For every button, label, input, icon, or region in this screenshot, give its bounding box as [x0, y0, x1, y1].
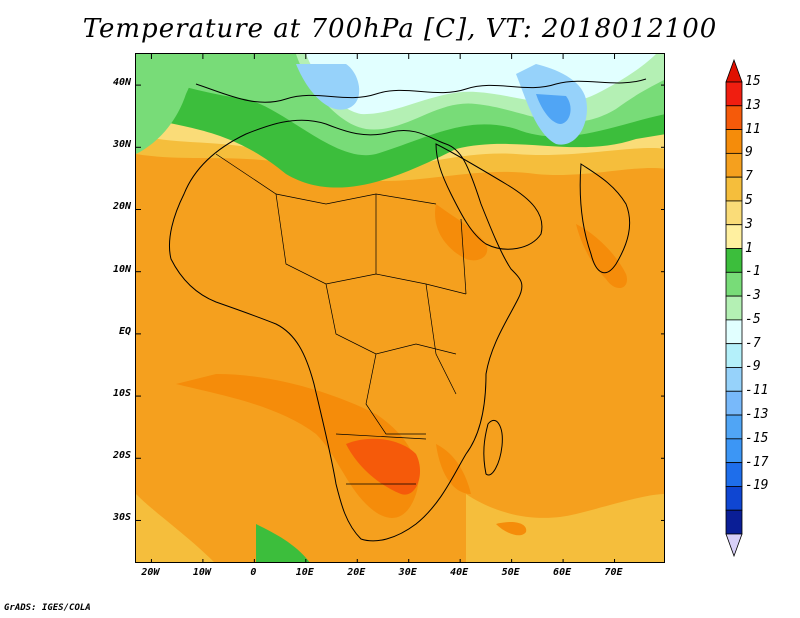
- lat-tick-label: EQ: [118, 325, 131, 337]
- field-warm-madagascar-channel: [436, 444, 471, 494]
- colorbar-swatch: [725, 152, 743, 178]
- border-central-b: [365, 353, 426, 435]
- colorbar-swatch: [725, 343, 743, 368]
- colorbar-top-arrow: [725, 58, 743, 83]
- field-warm-eddy: [496, 521, 527, 536]
- field-warm-southern-atlantic: [176, 374, 419, 518]
- colorbar-label: 7: [745, 169, 753, 185]
- map-panel: [135, 53, 665, 563]
- colorbar-label: -19: [745, 478, 769, 494]
- lat-tick-label: 40N: [112, 77, 131, 89]
- lon-tick-label: 40E: [450, 567, 469, 578]
- colorbar-label: 3: [745, 216, 753, 232]
- border-east: [425, 283, 457, 395]
- colorbar-swatch: [725, 129, 743, 154]
- colorbar-swatch: [725, 81, 743, 107]
- lat-tick-label: 30S: [112, 512, 131, 524]
- country-borders: [215, 153, 467, 485]
- colorbar-swatch: [725, 390, 743, 416]
- lat-tick-label: 30N: [112, 139, 131, 151]
- colorbar-swatch: [725, 295, 743, 321]
- colorbar-swatch: [725, 319, 743, 345]
- lat-tick-label: 10S: [112, 388, 131, 400]
- colorbar-swatch: [725, 248, 743, 273]
- colorbar-swatch: [725, 414, 743, 440]
- field-south-indian-7c: [466, 494, 664, 562]
- lon-tick-label: 60E: [553, 567, 572, 578]
- colorbar-swatch: [725, 200, 743, 226]
- arabia-coastline: [435, 143, 543, 250]
- colorbar-label: -11: [745, 383, 769, 399]
- colorbar-label: -7: [745, 335, 761, 351]
- colorbar: [725, 58, 743, 558]
- lat-tick-label: 10N: [112, 263, 131, 275]
- colorbar-swatch: [725, 271, 743, 297]
- colorbar-label: 11: [745, 121, 761, 137]
- field-cold-patch-iberia: [296, 64, 360, 110]
- india-coastline: [579, 163, 631, 274]
- madagascar-coastline: [483, 419, 503, 476]
- lon-tick-label: 50E: [501, 567, 520, 578]
- colorbar-swatch: [725, 105, 743, 130]
- lat-tick-label: 20S: [112, 450, 131, 462]
- colorbar-label: 13: [745, 97, 761, 113]
- colorbar-swatch: [725, 462, 743, 487]
- border-angola-zambia: [335, 433, 427, 440]
- colorbar-label: 9: [745, 145, 753, 161]
- border-sahara-a: [215, 153, 437, 205]
- colorbar-bottom-arrow: [725, 533, 743, 558]
- lon-tick-label: 20W: [141, 567, 160, 578]
- lat-tick-label: 20N: [112, 201, 131, 213]
- temperature-field: [136, 54, 664, 562]
- colorbar-label: -15: [745, 430, 769, 446]
- colorbar-label: -13: [745, 407, 769, 423]
- lon-tick-label: 20E: [347, 567, 366, 578]
- field-atlantic-green: [136, 54, 196, 154]
- lon-tick-label: 30E: [398, 567, 417, 578]
- colorbar-label: -17: [745, 454, 769, 470]
- colorbar-swatch: [725, 438, 743, 464]
- colorbar-swatch: [725, 224, 743, 249]
- colorbar-label: -1: [745, 264, 761, 280]
- colorbar-swatch: [725, 486, 743, 511]
- colorbar-swatch: [725, 176, 743, 202]
- colorbar-swatch: [725, 509, 743, 535]
- colorbar-label: 15: [745, 74, 761, 89]
- colorbar-label: 5: [745, 192, 753, 208]
- field-hot-kalahari: [346, 438, 421, 495]
- europe-coastline: [195, 78, 647, 103]
- colorbar-label: -5: [745, 311, 761, 327]
- field-cold-core: [536, 94, 571, 124]
- field-south-west-7c: [136, 494, 214, 562]
- field-cool-south-atlantic: [256, 524, 310, 562]
- lon-tick-label: 70E: [604, 567, 623, 578]
- border-sudan: [460, 218, 467, 295]
- border-sahel: [275, 193, 467, 295]
- colorbar-label: -9: [745, 359, 761, 375]
- credit-text: GrADS: IGES/COLA: [4, 603, 91, 613]
- lon-tick-label: 10E: [295, 567, 314, 578]
- colorbar-label: 1: [745, 240, 753, 256]
- field-warm-sudan: [435, 204, 488, 261]
- lon-tick-label: 10W: [192, 567, 211, 578]
- map-title: Temperature at 700hPa [C], VT: 201801210…: [82, 14, 718, 44]
- africa-coastline: [168, 119, 523, 542]
- colorbar-label: -3: [745, 288, 761, 304]
- field-warm-arabian-sea: [576, 224, 627, 289]
- lon-tick-label: 0: [250, 567, 257, 578]
- colorbar-swatch: [725, 367, 743, 392]
